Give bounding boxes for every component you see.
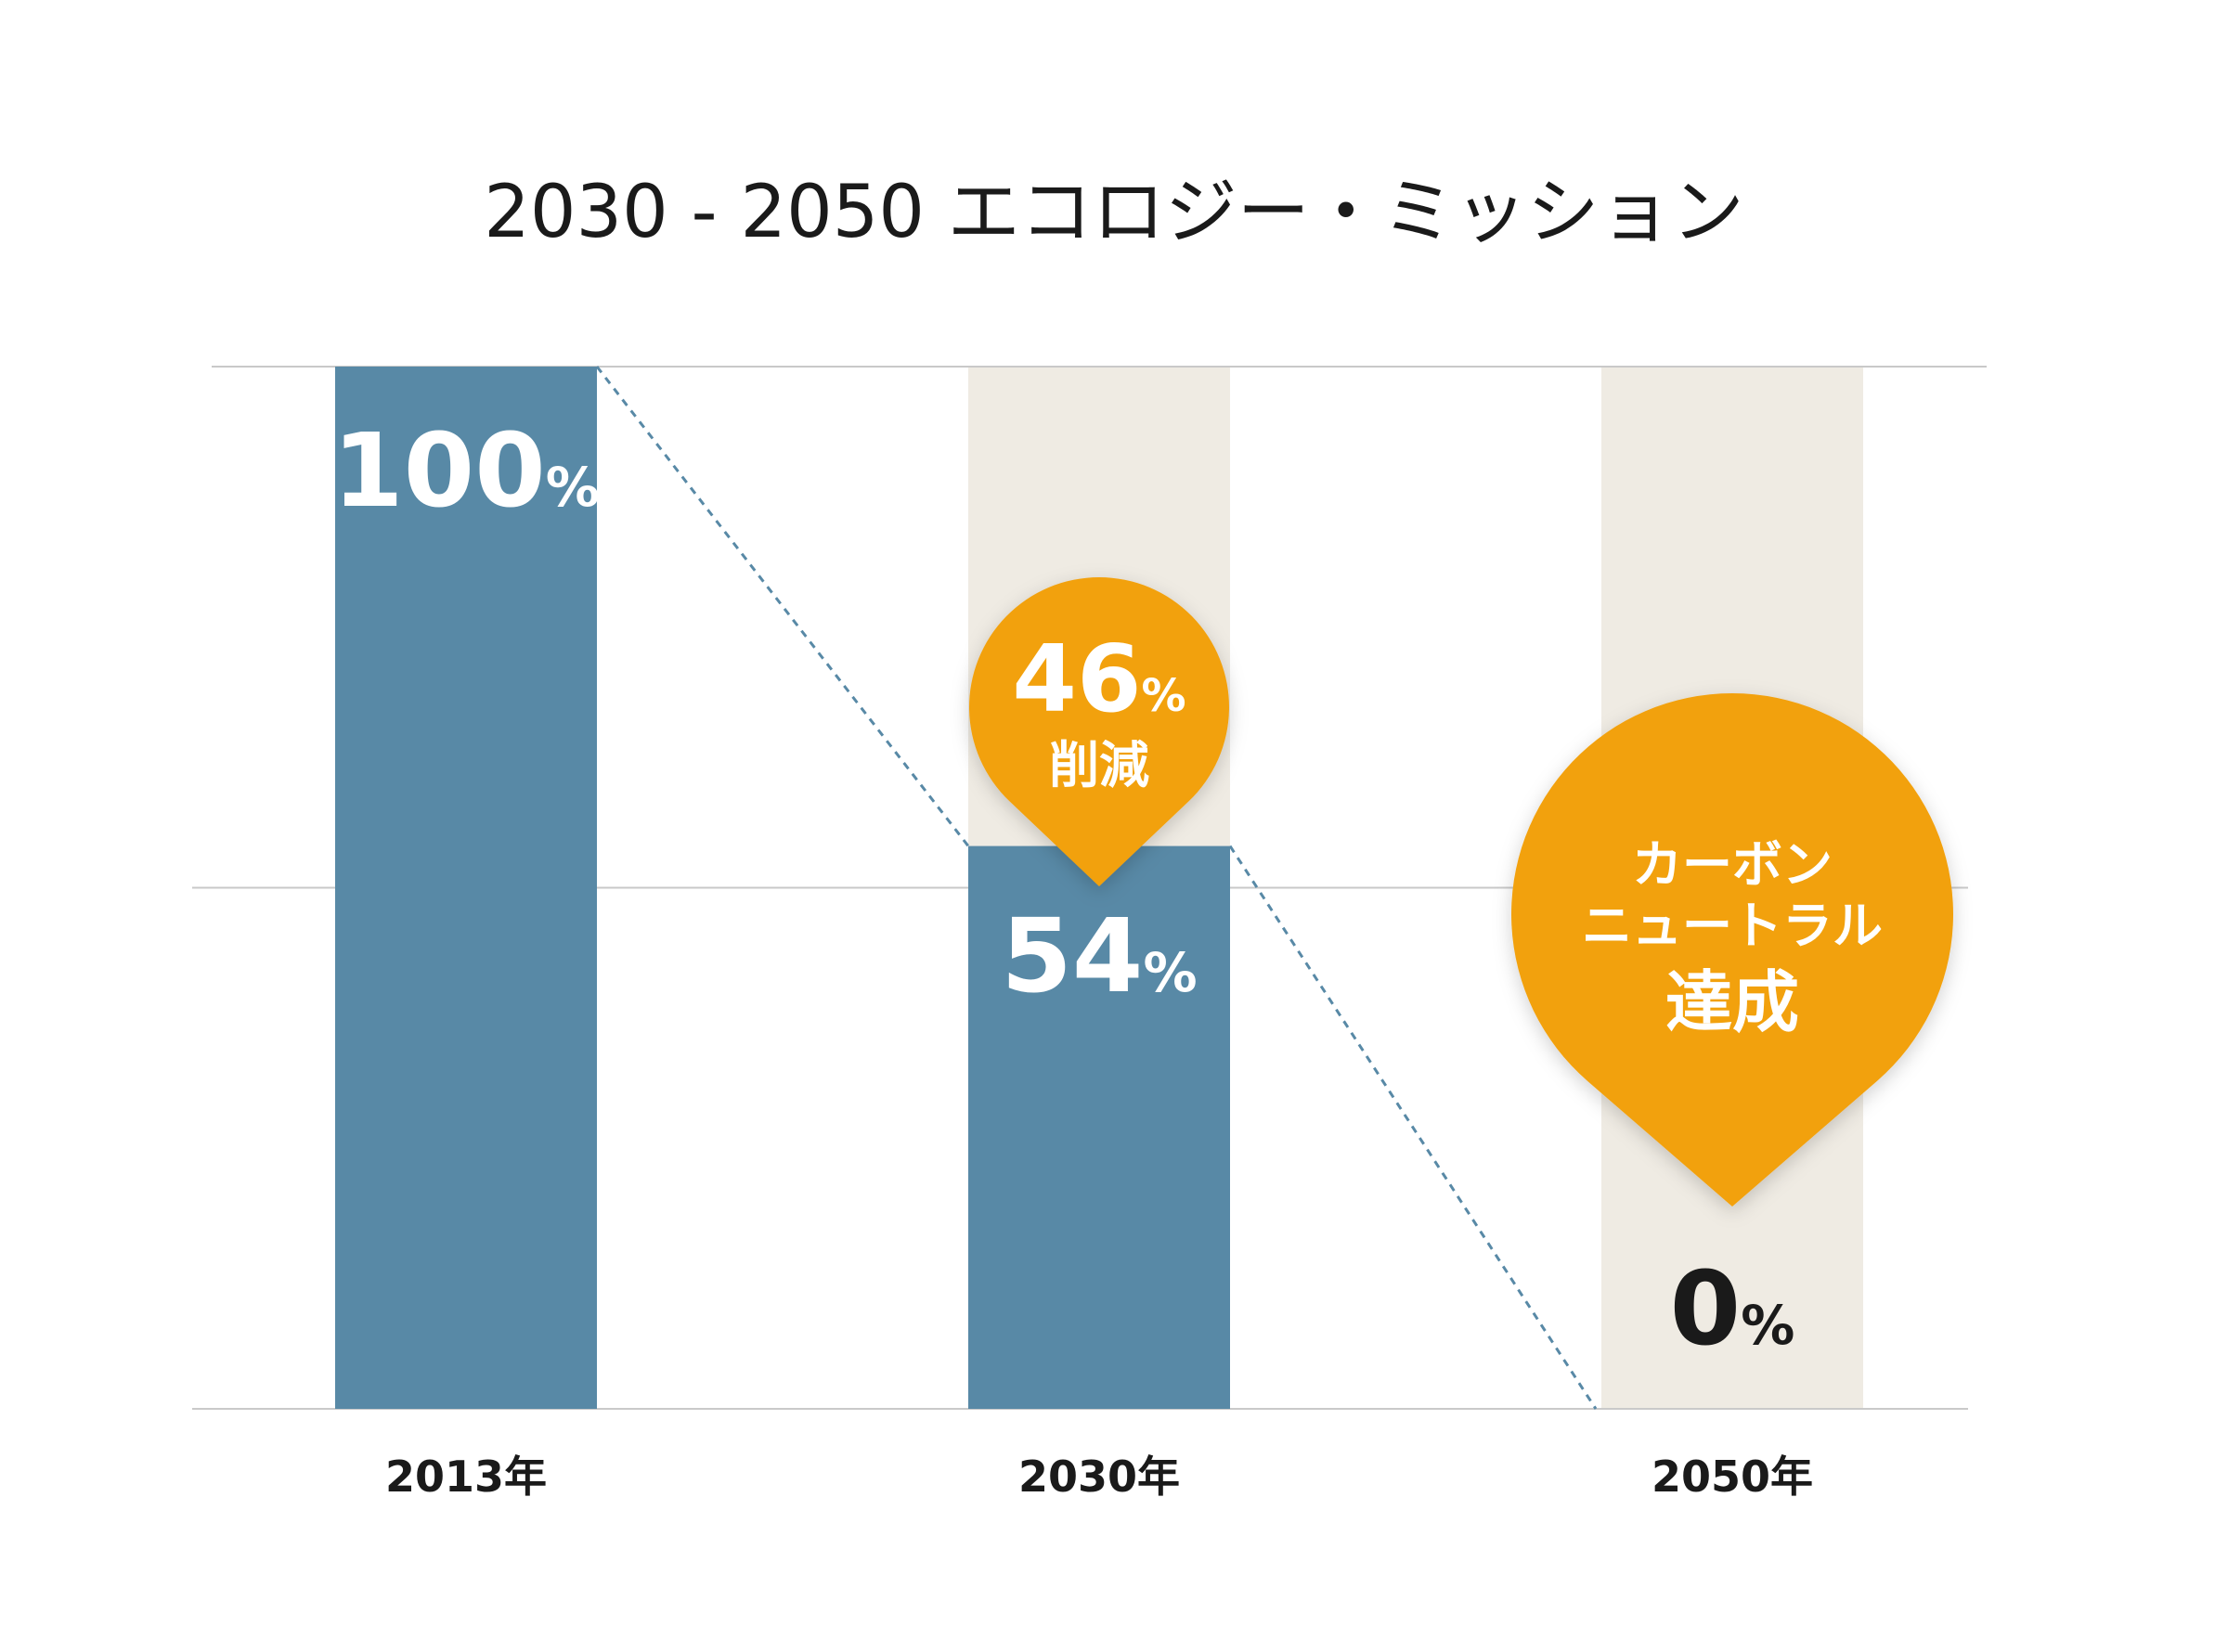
chart-title: 2030 - 2050 エコロジー・ミッション	[484, 171, 1744, 254]
category-label-1: 2030年	[1018, 1452, 1180, 1502]
callout-shape-0	[969, 577, 1230, 886]
callout-line-1: ニュートラル	[1582, 897, 1883, 955]
bar-0	[335, 367, 597, 1409]
trend-line-1	[1228, 845, 1598, 1410]
callout-line-2: 達成	[1665, 963, 1799, 1041]
bar-1	[968, 845, 1230, 1409]
category-label-2: 2050年	[1652, 1452, 1813, 1502]
callout-shape-1	[1511, 693, 1954, 1207]
callout-line-0: カーボン	[1632, 835, 1833, 894]
callout-value: 46%	[1012, 625, 1185, 733]
value-labels: 100% 54% 0%	[332, 411, 1794, 1368]
value-label-0: 100%	[332, 411, 600, 530]
trend-lines	[595, 366, 1598, 1410]
callout-caption: 削減	[1049, 736, 1149, 794]
bars	[335, 367, 1230, 1409]
value-label-1: 54%	[1001, 897, 1197, 1015]
value-label-2: 0%	[1670, 1249, 1795, 1368]
trend-line-0	[595, 366, 970, 847]
category-label-0: 2013年	[385, 1452, 547, 1502]
category-labels: 2013年 2030年 2050年	[385, 1452, 1813, 1502]
callout-0: 46%削減	[969, 577, 1230, 886]
